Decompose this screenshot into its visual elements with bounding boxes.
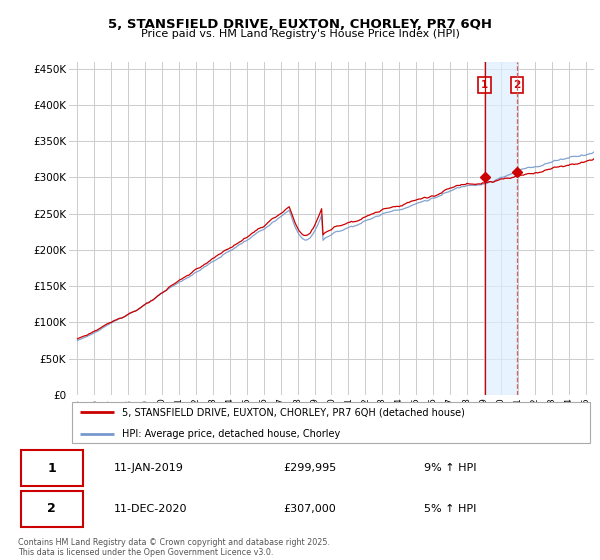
Text: £299,995: £299,995 — [283, 463, 337, 473]
FancyBboxPatch shape — [21, 491, 83, 527]
Text: Contains HM Land Registry data © Crown copyright and database right 2025.
This d: Contains HM Land Registry data © Crown c… — [18, 538, 330, 557]
Text: 11-DEC-2020: 11-DEC-2020 — [114, 504, 187, 514]
Text: 1: 1 — [47, 461, 56, 474]
Text: 2: 2 — [514, 80, 521, 90]
Text: HPI: Average price, detached house, Chorley: HPI: Average price, detached house, Chor… — [121, 429, 340, 438]
Text: £307,000: £307,000 — [283, 504, 336, 514]
Text: 1: 1 — [481, 80, 488, 90]
Text: 2: 2 — [47, 502, 56, 515]
Text: 5% ↑ HPI: 5% ↑ HPI — [424, 504, 476, 514]
Text: Price paid vs. HM Land Registry's House Price Index (HPI): Price paid vs. HM Land Registry's House … — [140, 29, 460, 39]
Text: 5, STANSFIELD DRIVE, EUXTON, CHORLEY, PR7 6QH: 5, STANSFIELD DRIVE, EUXTON, CHORLEY, PR… — [108, 18, 492, 31]
Text: 5, STANSFIELD DRIVE, EUXTON, CHORLEY, PR7 6QH (detached house): 5, STANSFIELD DRIVE, EUXTON, CHORLEY, PR… — [121, 407, 464, 417]
FancyBboxPatch shape — [21, 450, 83, 486]
Bar — [485, 62, 517, 395]
Text: 11-JAN-2019: 11-JAN-2019 — [114, 463, 184, 473]
Text: 9% ↑ HPI: 9% ↑ HPI — [424, 463, 476, 473]
